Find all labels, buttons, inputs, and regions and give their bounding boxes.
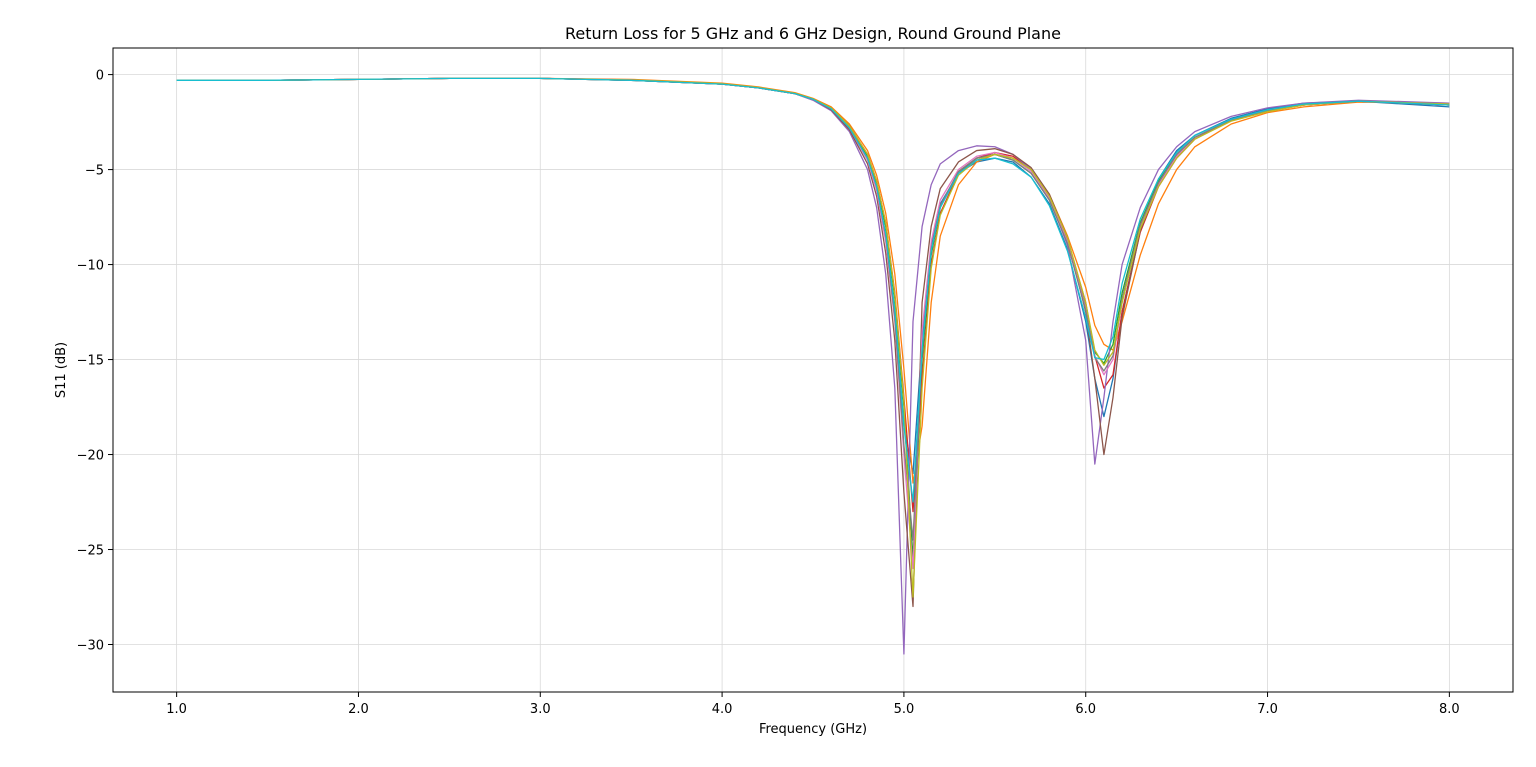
axis-ticks: 1.0 2.0 3.0 4.0 5.0 6.0 7.0 8.0 0 −5 −10 −15 −20 −25 −…: [77, 69, 1460, 717]
x-tick-label: 2.0: [348, 702, 369, 717]
x-tick-label: 1.0: [166, 702, 187, 717]
y-tick-label: −5: [85, 164, 104, 179]
x-tick-label: 7.0: [1257, 702, 1278, 717]
y-tick-label: 0: [96, 69, 104, 84]
plot-lines: [176, 77, 1450, 655]
x-tick-label: 5.0: [894, 702, 915, 717]
y-tick-label: −25: [77, 544, 104, 559]
x-axis-label: Frequency (GHz): [759, 722, 867, 737]
x-tick-label: 8.0: [1439, 702, 1460, 717]
grid: [113, 48, 1513, 692]
x-tick-label: 4.0: [712, 702, 733, 717]
y-tick-label: −30: [77, 639, 104, 654]
x-tick-label: 3.0: [530, 702, 551, 717]
y-tick-label: −10: [77, 259, 104, 274]
y-axis-label: S11 (dB): [54, 342, 69, 398]
y-tick-label: −20: [77, 449, 104, 464]
series-line-10: [176, 77, 1450, 503]
y-tick-label: −15: [77, 354, 104, 369]
plot-frame: [112, 47, 1514, 693]
chart-title: Return Loss for 5 GHz and 6 GHz Design, …: [565, 24, 1061, 43]
x-tick-label: 6.0: [1075, 702, 1096, 717]
